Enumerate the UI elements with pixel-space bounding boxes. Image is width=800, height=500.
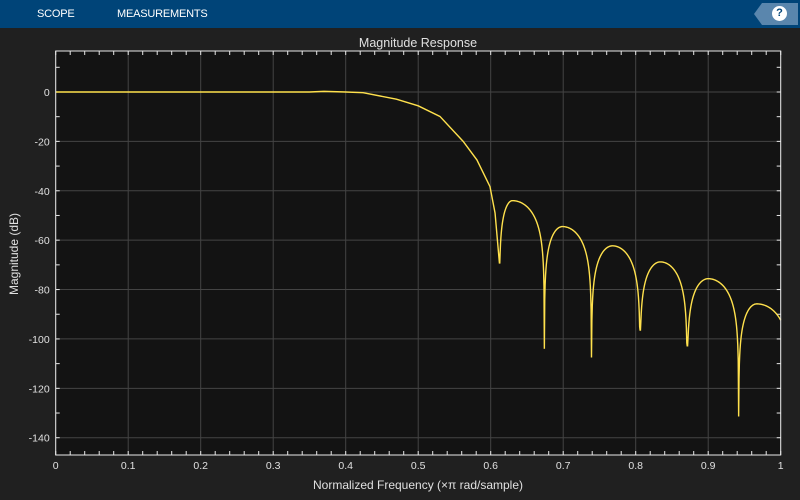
tab-scope[interactable]: SCOPE [37, 8, 75, 20]
x-axis-label: Normalized Frequency (×π rad/sample) [313, 478, 523, 492]
y-tick-label: -60 [35, 235, 50, 247]
chart-title: Magnitude Response [359, 36, 477, 50]
help-icon: ? [772, 6, 787, 21]
x-tick-label: 0 [53, 460, 59, 472]
x-tick-label: 0.4 [338, 460, 353, 472]
x-tick-label: 1 [778, 460, 784, 472]
magnitude-series-line [55, 90, 782, 417]
toolstrip: SCOPE MEASUREMENTS ? [0, 0, 800, 28]
plot-frame [55, 50, 782, 456]
y-tick-label: -100 [29, 334, 50, 346]
y-tick-label: -80 [35, 285, 50, 297]
x-tick-label: 0.3 [266, 460, 281, 472]
y-tick-label: -40 [35, 186, 50, 198]
x-tick-label: 0.8 [628, 460, 643, 472]
x-tick-label: 0.5 [411, 460, 426, 472]
y-tick-label: 0 [44, 87, 50, 99]
x-tick-label: 0.9 [701, 460, 716, 472]
y-tick-label: -20 [35, 136, 50, 148]
x-tick-label: 0.2 [193, 460, 208, 472]
help-button[interactable]: ? [754, 3, 798, 25]
x-tick-label: 0.6 [483, 460, 498, 472]
y-tick-label: -140 [29, 433, 50, 445]
x-tick-label: 0.7 [556, 460, 571, 472]
y-axis-label: Magnitude (dB) [7, 213, 21, 295]
tab-measurements[interactable]: MEASUREMENTS [117, 8, 208, 20]
x-tick-label: 0.1 [121, 460, 136, 472]
y-tick-label: -120 [29, 383, 50, 395]
